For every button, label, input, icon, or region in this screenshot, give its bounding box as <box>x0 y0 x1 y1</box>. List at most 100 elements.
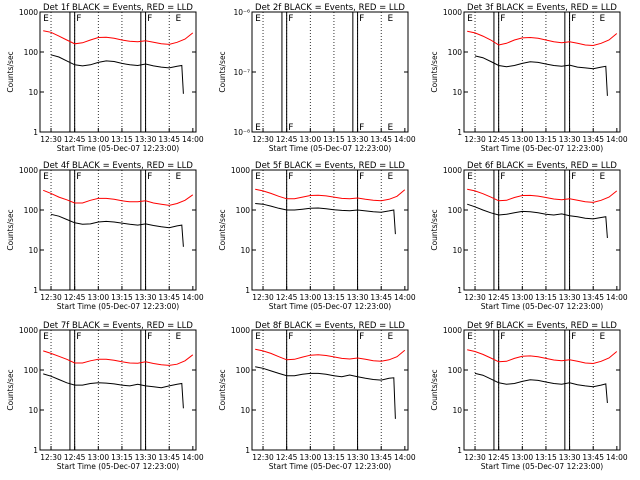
x-tick-label: 12:30 <box>40 135 62 144</box>
y-axis-label: Counts/sec <box>430 209 439 250</box>
panel-title: Det 8f BLACK = Events, RED = LLD <box>255 321 405 331</box>
x-tick-label: 13:00 <box>87 453 109 462</box>
y-tick-label: 10 <box>452 88 462 97</box>
x-tick-label: 13:00 <box>87 135 109 144</box>
x-tick-label: 13:30 <box>135 135 157 144</box>
segment-marker: E <box>600 172 606 182</box>
segment-marker: F <box>500 332 505 342</box>
segment-marker-bottom: F <box>288 123 293 133</box>
x-tick-label: 14:00 <box>394 453 416 462</box>
y-tick-label: 1000 <box>443 8 462 17</box>
panel-title: Det 7f BLACK = Events, RED = LLD <box>43 321 193 331</box>
x-tick-label: 12:30 <box>40 293 62 302</box>
x-tick-label: 13:30 <box>559 453 581 462</box>
x-tick-label: 13:15 <box>323 135 345 144</box>
x-tick-label: 13:15 <box>323 453 345 462</box>
segment-marker: E <box>43 14 49 24</box>
x-tick-label: 12:30 <box>252 453 274 462</box>
y-tick-label: 1000 <box>19 8 38 17</box>
segment-marker: F <box>288 14 293 24</box>
segment-marker: F <box>359 332 364 342</box>
x-axis-label: Start Time (05-Dec-07 12:23:00) <box>57 462 179 471</box>
x-axis-label: Start Time (05-Dec-07 12:23:00) <box>481 144 603 153</box>
x-tick-label: 12:45 <box>276 135 298 144</box>
segment-marker: F <box>571 332 576 342</box>
y-tick-label: 10⁻⁸ <box>233 128 250 137</box>
y-tick-label: 10 <box>28 406 38 415</box>
y-tick-label: 10 <box>452 406 462 415</box>
x-tick-label: 13:00 <box>511 453 533 462</box>
y-tick-label: 1000 <box>443 166 462 175</box>
plot-frame <box>39 329 197 451</box>
y-tick-label: 1 <box>457 446 462 455</box>
y-axis-label: Counts/sec <box>218 209 227 250</box>
x-tick-label: 12:45 <box>488 135 510 144</box>
y-tick-label: 10 <box>28 246 38 255</box>
y-axis-label: Counts/sec <box>218 369 227 410</box>
x-tick-label: 13:30 <box>559 135 581 144</box>
y-tick-label: 100 <box>236 366 251 375</box>
plot-frame <box>463 169 621 291</box>
x-tick-label: 13:45 <box>370 293 392 302</box>
segment-marker: E <box>255 332 261 342</box>
x-tick-label: 12:45 <box>276 453 298 462</box>
series-line-events <box>43 373 184 409</box>
x-tick-label: 13:30 <box>135 453 157 462</box>
x-tick-label: 13:30 <box>347 293 369 302</box>
x-axis-label: Start Time (05-Dec-07 12:23:00) <box>57 302 179 311</box>
series-line-lld <box>255 188 406 202</box>
segment-marker: F <box>500 172 505 182</box>
panel-title: Det 2f BLACK = Events, RED = LLD <box>255 3 405 13</box>
y-axis-label: Counts/sec <box>6 209 15 250</box>
y-tick-label: 1000 <box>231 326 250 335</box>
y-tick-label: 10 <box>240 246 250 255</box>
series-line-lld <box>43 189 194 206</box>
segment-marker: F <box>571 14 576 24</box>
x-tick-label: 14:00 <box>606 453 628 462</box>
x-axis-label: Start Time (05-Dec-07 12:23:00) <box>481 462 603 471</box>
segment-marker: E <box>600 332 606 342</box>
x-tick-label: 13:15 <box>111 135 133 144</box>
y-tick-label: 1 <box>245 286 250 295</box>
x-tick-label: 13:45 <box>582 135 604 144</box>
series-line-lld <box>43 30 194 45</box>
segment-marker: E <box>43 172 49 182</box>
x-tick-label: 13:15 <box>535 293 557 302</box>
x-tick-label: 12:30 <box>40 453 62 462</box>
x-tick-label: 13:45 <box>158 135 180 144</box>
x-tick-label: 13:30 <box>135 293 157 302</box>
y-tick-label: 1000 <box>19 166 38 175</box>
segment-marker: F <box>76 172 81 182</box>
segment-marker: E <box>255 14 261 24</box>
segment-marker: E <box>255 172 261 182</box>
y-tick-label: 10⁻⁷ <box>233 68 250 77</box>
x-axis-label: Start Time (05-Dec-07 12:23:00) <box>269 144 391 153</box>
x-tick-label: 13:00 <box>299 453 321 462</box>
x-tick-label: 12:30 <box>464 453 486 462</box>
segment-marker-bottom: E <box>255 123 261 133</box>
x-tick-label: 14:00 <box>182 293 204 302</box>
series-line-lld <box>255 348 406 362</box>
x-tick-label: 14:00 <box>182 453 204 462</box>
x-axis-label: Start Time (05-Dec-07 12:23:00) <box>481 302 603 311</box>
series-line-events <box>255 203 396 235</box>
x-tick-label: 13:30 <box>347 453 369 462</box>
y-tick-label: 1 <box>33 128 38 137</box>
plot-frame <box>251 329 409 451</box>
plot-frame <box>251 169 409 291</box>
y-tick-label: 100 <box>24 206 39 215</box>
x-tick-label: 12:45 <box>64 293 86 302</box>
y-tick-label: 100 <box>24 366 39 375</box>
series-line-lld <box>43 350 194 366</box>
x-tick-label: 12:30 <box>464 135 486 144</box>
x-tick-label: 13:30 <box>347 135 369 144</box>
y-axis-label: Counts/sec <box>6 51 15 92</box>
panel-title: Det 3f BLACK = Events, RED = LLD <box>467 3 617 13</box>
y-tick-label: 100 <box>448 206 463 215</box>
